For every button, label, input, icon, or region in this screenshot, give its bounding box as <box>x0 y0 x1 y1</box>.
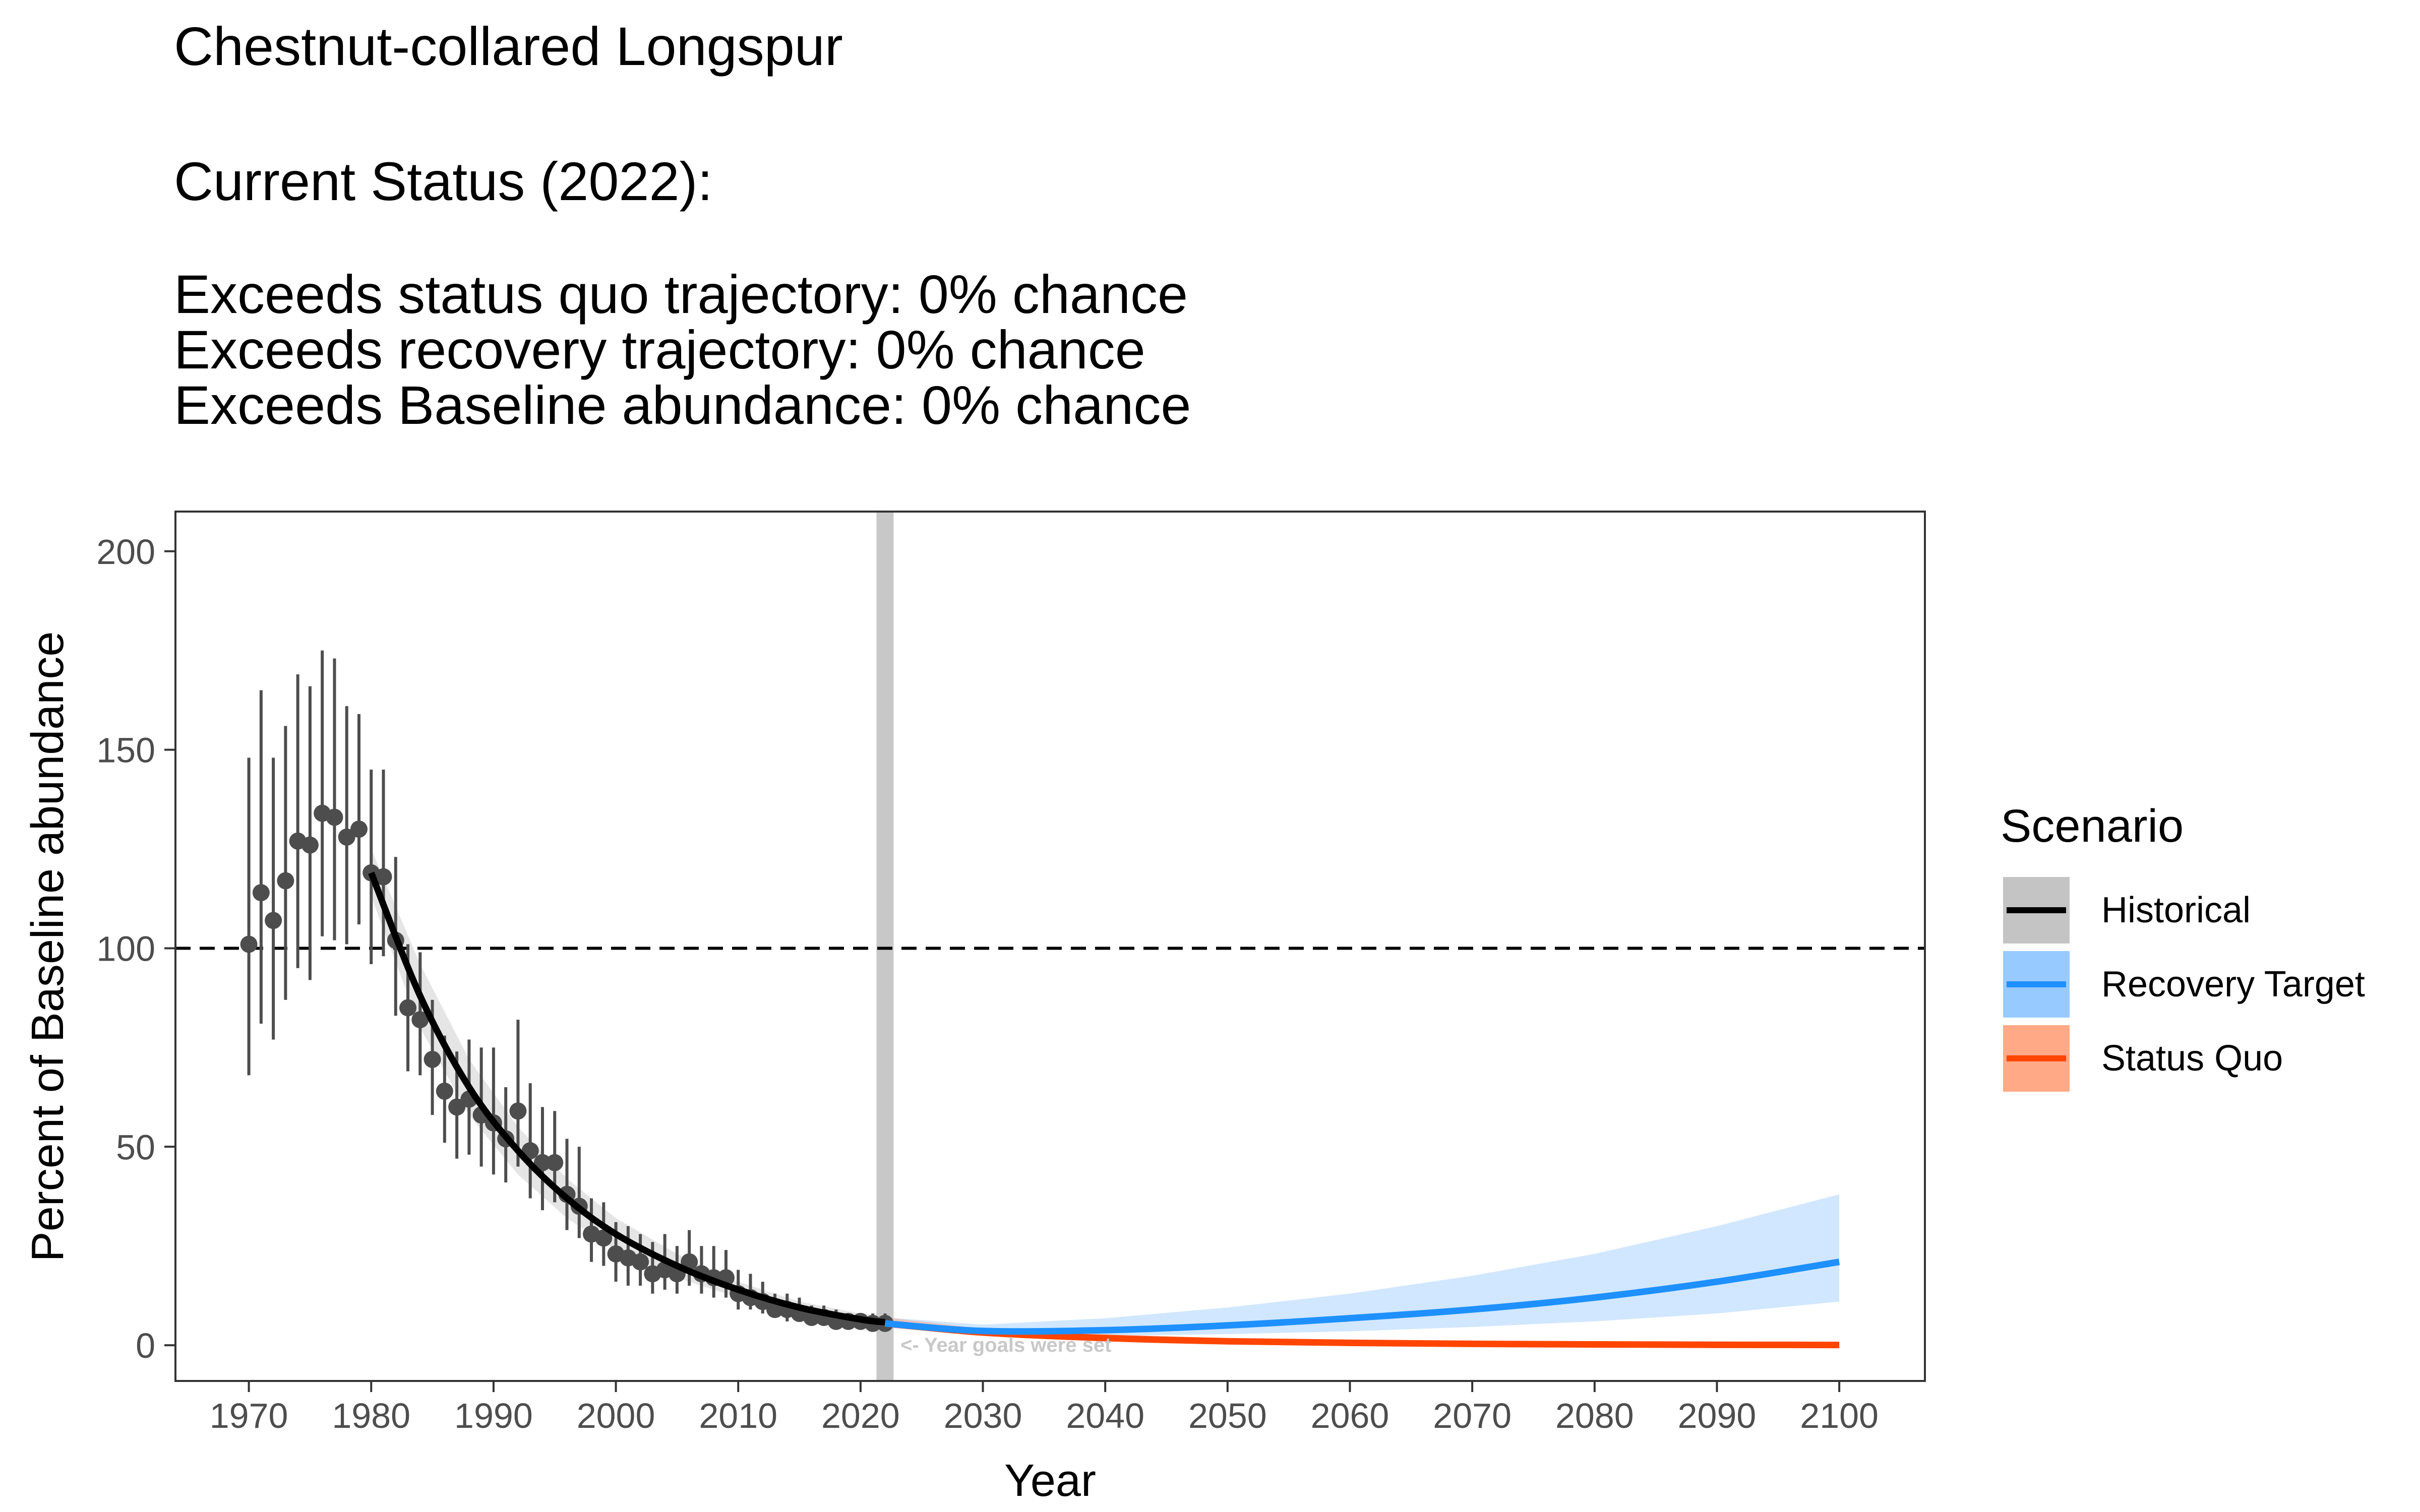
x-tick-label: 2050 <box>1188 1396 1267 1435</box>
x-tick-label: 2040 <box>1066 1396 1144 1435</box>
data-point <box>411 1011 429 1029</box>
data-point <box>265 912 282 929</box>
data-point <box>595 1229 613 1247</box>
data-point <box>301 836 319 854</box>
legend-item-historical: Historical <box>2003 877 2251 943</box>
observation-1972 <box>265 758 282 1040</box>
goal-annotation: <- Year goals were set <box>900 1334 1111 1356</box>
observation-1984 <box>411 952 429 1076</box>
x-tick-label: 2080 <box>1555 1396 1634 1435</box>
x-tick-label: 2100 <box>1800 1396 1879 1435</box>
data-point <box>252 884 270 902</box>
observation-2002 <box>632 1234 649 1286</box>
x-tick-label: 1990 <box>454 1396 533 1435</box>
chart-title: Chestnut-collared Longspur <box>174 16 843 77</box>
observation-1999 <box>595 1202 613 1266</box>
observation-1978 <box>338 706 355 944</box>
x-tick-label: 2060 <box>1311 1396 1389 1435</box>
observation-1992 <box>509 1020 527 1167</box>
recovery-target-line <box>884 1258 1840 1335</box>
observation-1981 <box>375 769 392 957</box>
data-point <box>375 868 392 886</box>
data-point <box>546 1154 564 1171</box>
observation-1973 <box>277 726 294 1000</box>
observation-1974 <box>289 674 307 968</box>
legend-label-recovery-target: Recovery Target <box>2101 964 2365 1004</box>
x-tick-label: 2030 <box>944 1396 1022 1435</box>
status-quo-line <box>884 1320 1840 1349</box>
data-point <box>509 1102 527 1120</box>
y-tick-label: 50 <box>116 1127 155 1167</box>
data-point <box>338 828 355 846</box>
observation-1986 <box>436 1035 453 1143</box>
data-point <box>533 1154 551 1171</box>
x-tick-label: 2000 <box>577 1396 655 1435</box>
plot-panel-border <box>174 511 1926 1382</box>
data-point <box>240 935 258 953</box>
x-axis-title: Year <box>1004 1456 1096 1506</box>
status-line-status-quo: Exceeds status quo trajectory: 0% chance <box>174 264 1188 325</box>
data-point <box>350 821 368 838</box>
observation-1976 <box>314 650 331 936</box>
x-tick-label: 2010 <box>699 1396 777 1435</box>
data-point <box>326 808 343 826</box>
y-tick-label: 100 <box>96 929 155 968</box>
x-tick-label: 1980 <box>332 1396 410 1435</box>
observation-1975 <box>301 686 319 980</box>
data-point <box>448 1098 466 1116</box>
legend-title: Scenario <box>2001 800 2184 852</box>
y-tick-label: 150 <box>96 731 155 770</box>
goal-year-line <box>876 513 894 1380</box>
data-point <box>436 1083 453 1100</box>
observation-1994 <box>533 1107 551 1211</box>
legend-label-status-quo: Status Quo <box>2101 1038 2283 1079</box>
legend-item-recovery-target: Recovery Target <box>2003 951 2365 1018</box>
observation-1977 <box>326 658 343 940</box>
observation-1971 <box>252 690 270 1024</box>
x-tick-label: 2020 <box>821 1396 900 1435</box>
status-line-recovery: Exceeds recovery trajectory: 0% chance <box>174 319 1145 380</box>
historical-line <box>368 871 886 1326</box>
x-tick-label: 2090 <box>1678 1396 1757 1435</box>
data-point <box>277 872 294 890</box>
y-tick-label: 200 <box>96 532 155 572</box>
x-tick-label: 2070 <box>1433 1396 1511 1435</box>
observation-1979 <box>350 714 368 925</box>
recovery-target-ribbon <box>885 1194 1840 1336</box>
legend: Scenario Historical Recovery Target Status… <box>2001 800 2365 1092</box>
y-tick-label: 0 <box>136 1326 155 1365</box>
status-line-baseline: Exceeds Baseline abundance: 0% chance <box>174 374 1191 435</box>
observation-1970 <box>240 758 258 1076</box>
legend-label-historical: Historical <box>2101 890 2251 930</box>
x-tick-label: 1970 <box>210 1396 288 1435</box>
data-point <box>424 1050 441 1068</box>
y-axis-title: Percent of Baseline abundance <box>23 632 73 1262</box>
data-point <box>399 999 417 1017</box>
observation-1980 <box>362 769 380 964</box>
legend-item-status-quo: Status Quo <box>2003 1025 2283 1092</box>
status-heading: Current Status (2022): <box>174 151 713 212</box>
data-point <box>632 1253 649 1271</box>
